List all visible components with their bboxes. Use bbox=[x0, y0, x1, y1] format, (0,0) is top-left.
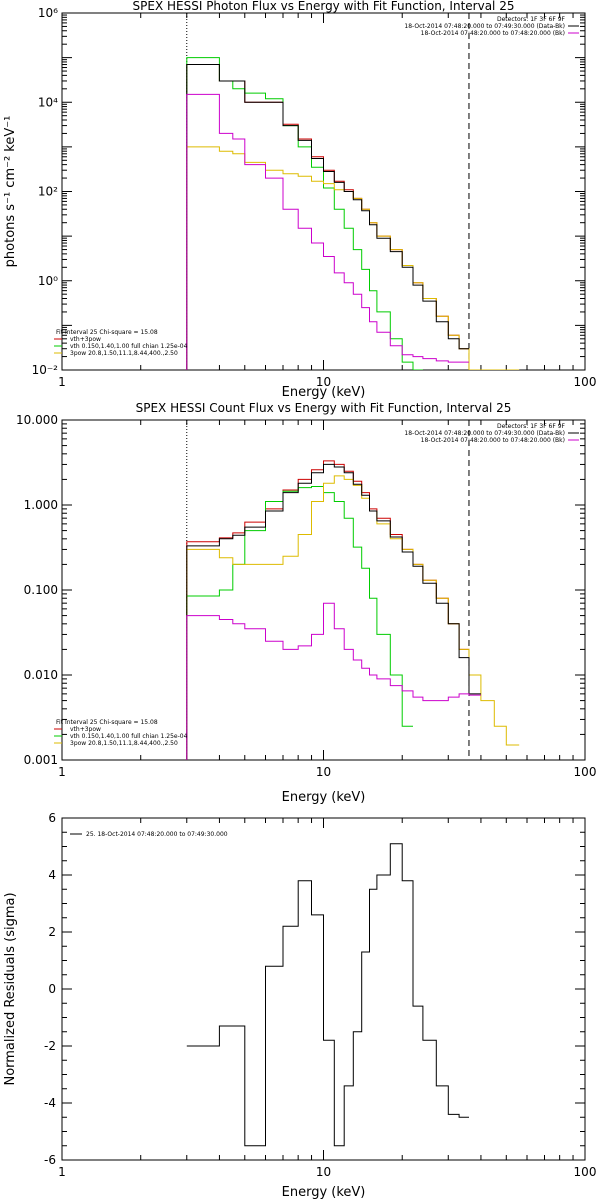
y-tick-label: 2 bbox=[48, 925, 56, 939]
x-tick-label: 10 bbox=[316, 765, 331, 779]
x-tick-label: 100 bbox=[574, 765, 597, 779]
series-line bbox=[186, 64, 469, 370]
y-axis-label: photons s⁻¹ cm⁻² keV⁻¹ bbox=[3, 116, 18, 268]
legend-top-entry: 18-Oct-2014 07:48:20.000 to 07:48:20.000… bbox=[421, 437, 565, 444]
legend-top-entry: 18-Oct-2014 07:48:20.000 to 07:49:30.000… bbox=[404, 23, 565, 30]
x-axis-label: Energy (keV) bbox=[282, 385, 366, 400]
legend-top-entry: Detectors: 1F 3F 6F 9F bbox=[497, 423, 566, 430]
series-line bbox=[186, 57, 423, 370]
series-line bbox=[186, 64, 469, 370]
y-tick-label: 0.100 bbox=[24, 583, 58, 597]
series-line bbox=[186, 93, 469, 370]
y-tick-label: 4 bbox=[48, 868, 56, 882]
series-line bbox=[186, 602, 481, 760]
y-tick-label: -2 bbox=[44, 1039, 56, 1053]
series-line bbox=[186, 486, 413, 760]
chart-title: SPEX HESSI Count Flux vs Energy with Fit… bbox=[136, 401, 512, 415]
y-tick-label: 10⁶ bbox=[38, 6, 58, 20]
plot-frame bbox=[61, 12, 586, 371]
y-tick-label: 0 bbox=[48, 982, 56, 996]
legend-bottom-entry: 3pow 20.8,1.50,11.1,8.44,400.,2.50 bbox=[70, 740, 178, 747]
x-tick-label: 100 bbox=[574, 375, 597, 389]
x-tick-label: 10 bbox=[316, 1165, 331, 1179]
legend-bottom-entry: vth 0.150,1.40,1.00 full chian 1.25e-04 bbox=[70, 343, 188, 350]
legend-top-entry: 25. 18-Oct-2014 07:48:20.000 to 07:49:30… bbox=[86, 831, 228, 838]
x-axis-label: Energy (keV) bbox=[282, 1185, 366, 1200]
y-axis-label: Normalized Residuals (sigma) bbox=[3, 892, 18, 1085]
y-tick-label: 10⁻² bbox=[32, 363, 59, 377]
y-tick-label: -4 bbox=[44, 1096, 56, 1110]
y-tick-label: 1.000 bbox=[24, 498, 58, 512]
legend-bottom-entry: 3pow 20.8,1.50,11.1,8.44,400.,2.50 bbox=[70, 350, 178, 357]
legend-bottom-entry: Fit Interval 25 Chi-square = 15.08 bbox=[56, 719, 158, 726]
x-tick-label: 10 bbox=[316, 375, 331, 389]
y-tick-label: 10⁰ bbox=[38, 274, 58, 288]
legend-top-entry: Detectors: 1F 3F 6F 9F bbox=[497, 16, 566, 23]
x-tick-label: 1 bbox=[58, 1165, 66, 1179]
legend-bottom-entry: Fit Interval 25 Chi-square = 15.08 bbox=[56, 329, 158, 336]
legend-bottom-entry: vth+3pow bbox=[70, 726, 101, 733]
y-tick-label: 0.001 bbox=[24, 753, 58, 767]
x-tick-label: 1 bbox=[58, 375, 66, 389]
series-line bbox=[186, 843, 469, 1147]
x-axis-label: Energy (keV) bbox=[282, 790, 366, 805]
legend-bottom-entry: vth+3pow bbox=[70, 336, 101, 343]
chart-title: SPEX HESSI Photon Flux vs Energy with Fi… bbox=[133, 0, 515, 13]
legend-top-entry: 18-Oct-2014 07:48:20.000 to 07:48:20.000… bbox=[421, 30, 565, 37]
x-tick-label: 100 bbox=[574, 1165, 597, 1179]
y-tick-label: 10⁴ bbox=[38, 95, 58, 109]
y-tick-label: 10.000 bbox=[16, 413, 58, 427]
y-tick-label: 0.010 bbox=[24, 668, 58, 682]
y-tick-label: 6 bbox=[48, 811, 56, 825]
legend-top-entry: 18-Oct-2014 07:48:20.000 to 07:49:30.000… bbox=[404, 430, 565, 437]
y-tick-label: 10² bbox=[38, 185, 58, 199]
series-line bbox=[186, 463, 481, 760]
legend-bottom-entry: vth 0.150,1.40,1.00 full chian 1.25e-04 bbox=[70, 733, 188, 740]
x-tick-label: 1 bbox=[58, 765, 66, 779]
y-tick-label: -6 bbox=[44, 1153, 56, 1167]
